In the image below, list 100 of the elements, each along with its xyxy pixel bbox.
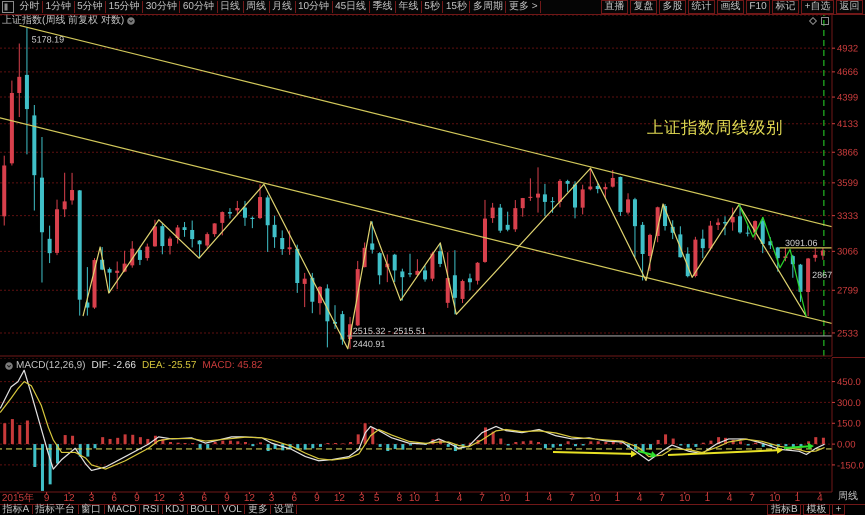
x-tick-label: 3 xyxy=(268,493,275,504)
y-tick-label: 3599 xyxy=(837,178,858,190)
annotation: 3091.06 xyxy=(784,238,818,248)
text: 10分钟 xyxy=(296,1,333,13)
x-tick-label: 10 xyxy=(589,493,601,504)
text: 画线 xyxy=(716,0,744,14)
text: 15分钟 xyxy=(106,1,144,13)
chart-title: 上证指数(周线 前复权 对数) xyxy=(2,15,124,27)
text: 年线 xyxy=(396,1,422,13)
x-tick-label: 4 xyxy=(546,493,553,504)
x-tick-label: 12 xyxy=(154,493,166,504)
text: MACD: 45.82 xyxy=(202,360,262,372)
x-tick-label: 10 xyxy=(408,493,420,504)
x-tick-label: 1 xyxy=(794,493,801,504)
text: + xyxy=(832,504,845,515)
text: 周线 xyxy=(244,1,270,13)
text: 更多 xyxy=(245,504,272,515)
text: 1分钟 xyxy=(43,1,75,13)
text: 5秒 xyxy=(422,1,444,13)
chart-title: MACD(12,26,9) xyxy=(16,360,86,372)
text: 统计 xyxy=(688,0,715,14)
y-tick-label: 3066 xyxy=(837,246,858,258)
x-tick-label: 2015年 xyxy=(2,492,34,504)
text: 设置 xyxy=(271,504,298,515)
text: DEA: -25.57 xyxy=(142,360,196,372)
text: 模板 xyxy=(803,504,830,515)
text: 15秒 xyxy=(443,1,470,13)
x-tick-label: 12 xyxy=(64,493,76,504)
x-tick-label: 7 xyxy=(479,493,486,504)
x-tick-label: 6 xyxy=(291,493,298,504)
y-tick-label: 2533 xyxy=(837,328,858,340)
x-tick-label: 10 xyxy=(679,493,691,504)
x-tick-label: 9 xyxy=(314,493,320,504)
text: MACD xyxy=(104,504,140,515)
text: 月线 xyxy=(270,1,296,13)
x-tick-label: 9 xyxy=(134,493,140,504)
text: BOLL xyxy=(188,504,220,515)
x-tick-label: 4 xyxy=(817,493,824,504)
text: 分时 xyxy=(17,1,43,13)
x-tick-label: 1 xyxy=(614,493,621,504)
text: 季线 xyxy=(370,1,396,13)
text: 指标平台 xyxy=(32,504,79,515)
x-tick-label: 9 xyxy=(224,493,230,504)
annotation: 2515.32 - 2515.51 xyxy=(352,326,426,336)
text: 多周期 xyxy=(470,1,506,13)
x-tick-label: 1 xyxy=(524,493,531,504)
y-tick-label: 4133 xyxy=(837,119,858,130)
text: 窗口 xyxy=(78,504,105,515)
text: 更多 > xyxy=(506,1,542,13)
x-tick-label: 1 xyxy=(434,493,440,504)
y-tick-label: 300.0 xyxy=(837,398,861,409)
x-tick-label: 4 xyxy=(726,493,733,504)
text: 45日线 xyxy=(332,1,370,13)
x-tick-label: 7 xyxy=(659,493,666,504)
x-tick-label: 4 xyxy=(636,493,643,504)
x-tick-label: 3 xyxy=(358,493,365,504)
x-tick-label: 12 xyxy=(244,493,256,504)
x-tick-label: 12 xyxy=(334,493,346,504)
text: RSI xyxy=(140,504,163,515)
text: 返回 xyxy=(836,0,863,14)
x-tick-label: 7 xyxy=(569,493,576,504)
text: 指标B xyxy=(767,504,802,515)
x-tick-label: 6 xyxy=(201,493,208,504)
y-tick-label: -150.0 xyxy=(837,460,864,472)
text: VOL xyxy=(219,504,246,515)
text: 标记 xyxy=(772,0,800,14)
x-tick-label: 8 xyxy=(396,493,403,504)
text: +自选 xyxy=(801,0,834,14)
x-tick-label: 7 xyxy=(749,493,756,504)
y-tick-label: 150.0 xyxy=(837,418,861,430)
y-tick-label: 2799 xyxy=(837,286,858,297)
y-tick-label: 0.00 xyxy=(837,439,856,450)
x-tick-label: 9 xyxy=(44,493,50,504)
text: 日线 xyxy=(218,1,244,13)
annotation: 2867 xyxy=(812,270,832,280)
text: 60分钟 xyxy=(180,1,218,13)
x-tick-label: 3 xyxy=(178,493,185,504)
text: 复盘 xyxy=(630,0,657,14)
x-tick-label: 6 xyxy=(111,493,118,504)
annotation: 2440.91 xyxy=(352,338,386,349)
y-tick-label: 4399 xyxy=(837,92,858,104)
y-tick-label: 450.0 xyxy=(837,376,861,388)
text: 5分钟 xyxy=(74,1,106,13)
text: 多股 xyxy=(658,0,686,14)
y-tick-label: 4932 xyxy=(837,44,858,55)
annotation: 5178.19 xyxy=(32,34,64,44)
x-tick-label: 4 xyxy=(456,493,463,504)
y-tick-label: 3866 xyxy=(837,148,858,159)
x-tick-label: 10 xyxy=(499,493,511,504)
x-tick-label: 1 xyxy=(704,493,711,504)
y-tick-label: 3333 xyxy=(837,211,858,222)
text: DIF: -2.66 xyxy=(91,360,136,372)
y-tick-label: 4666 xyxy=(837,67,858,78)
text: 周线 xyxy=(838,491,858,502)
text: 指标A xyxy=(0,504,33,515)
x-tick-label: 5 xyxy=(374,493,380,504)
text: 直播 xyxy=(600,0,628,14)
x-tick-label: 10 xyxy=(769,493,781,504)
text: 30分钟 xyxy=(143,1,180,13)
annotation: 上证指数周线级别 xyxy=(647,119,783,137)
